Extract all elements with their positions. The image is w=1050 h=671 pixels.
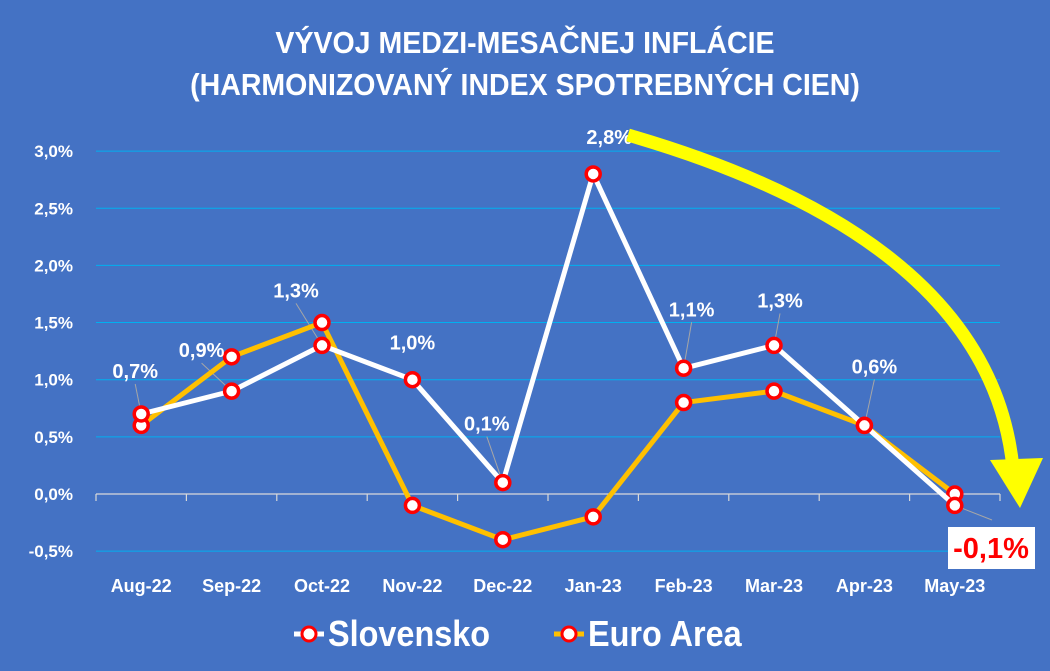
series-euro-area bbox=[132, 313, 964, 549]
x-tick-label: Apr-23 bbox=[836, 576, 893, 596]
euro-area-marker bbox=[765, 382, 783, 400]
euro-area-marker bbox=[494, 530, 512, 549]
slovensko-marker bbox=[946, 496, 964, 515]
data-label: 1,3% bbox=[757, 290, 803, 312]
data-label: 0,9% bbox=[179, 340, 225, 362]
slovensko-marker bbox=[584, 165, 602, 183]
callout-label: -0,1% bbox=[953, 533, 1029, 565]
y-tick-label: -0,5% bbox=[29, 542, 73, 561]
data-labels: 0,7% 0,9% 1,3% 1,0% 0,1% 2,8% 1,1% 1,3% 0,6% bbox=[112, 127, 897, 436]
y-tick-label: 1,5% bbox=[34, 314, 73, 333]
euro-area-marker bbox=[313, 313, 331, 332]
x-axis-tick-labels: Aug-22 Sep-22 Oct-22 Nov-22 Dec-22 Jan-23 Feb-… bbox=[111, 576, 986, 596]
y-tick-label: 2,5% bbox=[34, 199, 73, 218]
x-tick-label: Nov-22 bbox=[382, 576, 442, 596]
chart-title-line-2: (HARMONIZOVANÝ INDEX SPOTREBNÝCH CIEN) bbox=[190, 67, 860, 102]
euro-area-marker bbox=[674, 393, 693, 412]
data-label: 0,6% bbox=[852, 356, 898, 378]
legend-label-slovensko: Slovensko bbox=[327, 613, 490, 654]
slovensko-marker bbox=[403, 370, 422, 389]
x-tick-label: Mar-23 bbox=[745, 576, 803, 596]
legend-marker-slovensko-icon bbox=[293, 625, 324, 643]
euro-area-marker bbox=[584, 508, 602, 526]
slovensko-marker bbox=[222, 382, 241, 400]
data-label: 1,3% bbox=[273, 280, 319, 302]
legend-item-euro-area[interactable]: Euro Area bbox=[552, 612, 759, 656]
data-label: 2,8% bbox=[586, 127, 632, 149]
data-label: 1,0% bbox=[390, 333, 436, 355]
y-tick-label: 2,0% bbox=[34, 256, 73, 275]
slovensko-marker bbox=[494, 473, 512, 492]
legend: Slovensko Euro Area bbox=[0, 612, 1050, 656]
x-tick-label: Dec-22 bbox=[473, 576, 532, 596]
series-slovensko bbox=[132, 165, 964, 515]
x-axis bbox=[95, 493, 1001, 501]
highlight-callout: -0,1% bbox=[948, 527, 1035, 569]
data-label: 0,7% bbox=[112, 361, 158, 383]
euro-area-line bbox=[139, 320, 957, 543]
slovensko-marker bbox=[674, 359, 693, 378]
euro-area-marker bbox=[222, 348, 241, 366]
y-tick-label: 0,5% bbox=[34, 428, 73, 447]
y-tick-label: 1,0% bbox=[34, 371, 73, 390]
slovensko-marker bbox=[132, 405, 150, 423]
x-tick-label: Jan-23 bbox=[565, 576, 622, 596]
data-label: 1,1% bbox=[669, 299, 715, 321]
slovensko-marker bbox=[765, 336, 783, 355]
legend-label-euro-area: Euro Area bbox=[587, 613, 742, 654]
y-tick-label: 3,0% bbox=[34, 142, 73, 161]
slovensko-line bbox=[140, 171, 957, 508]
chart-title: VÝVOJ MEDZI-MESAČNEJ INFLÁCIE (HARMONIZO… bbox=[0, 22, 1050, 106]
callout-box bbox=[948, 527, 1035, 569]
data-label: 0,1% bbox=[464, 414, 510, 436]
slovensko-marker bbox=[313, 336, 331, 355]
x-tick-label: Feb-23 bbox=[655, 576, 713, 596]
x-tick-label: May-23 bbox=[924, 576, 985, 596]
y-axis-tick-labels: -0,5% 0,0% 0,5% 1,0% 1,5% 2,0% 2,5% 3,0% bbox=[29, 142, 73, 561]
yellow-curved-arrow-icon bbox=[626, 128, 1043, 508]
y-tick-label: 0,0% bbox=[34, 485, 73, 504]
legend-marker-euro-area-icon bbox=[553, 625, 584, 643]
x-tick-label: Sep-22 bbox=[202, 576, 261, 596]
slovensko-marker bbox=[855, 416, 874, 435]
euro-area-marker bbox=[403, 496, 422, 515]
chart-title-line-1: VÝVOJ MEDZI-MESAČNEJ INFLÁCIE bbox=[275, 25, 775, 60]
x-tick-label: Oct-22 bbox=[294, 576, 350, 596]
gridlines bbox=[96, 150, 1000, 552]
legend-item-slovensko[interactable]: Slovensko bbox=[292, 612, 508, 656]
arrow-shaft bbox=[626, 128, 1020, 469]
data-label-leader-lines bbox=[134, 303, 993, 521]
arrow-head bbox=[990, 458, 1043, 508]
x-tick-label: Aug-22 bbox=[111, 576, 172, 596]
